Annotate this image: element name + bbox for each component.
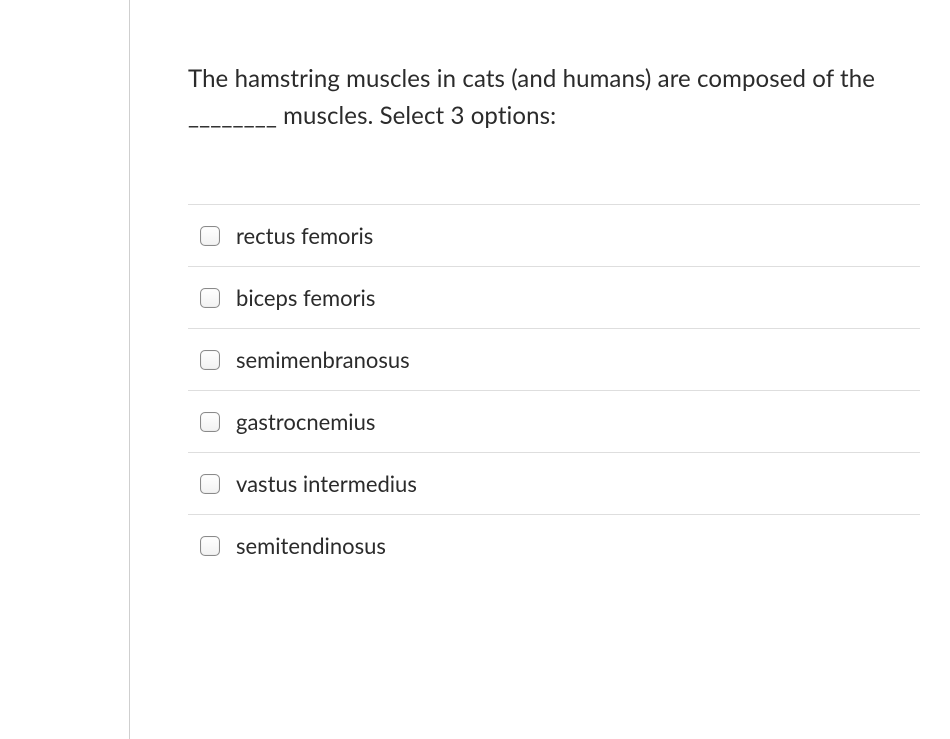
option-row[interactable]: gastrocnemius	[188, 390, 920, 452]
options-list: rectus femoris biceps femoris semimenbra…	[188, 204, 920, 576]
option-row[interactable]: semimenbranosus	[188, 328, 920, 390]
left-gutter	[0, 0, 130, 739]
checkbox-icon[interactable]	[200, 288, 220, 308]
option-label: gastrocnemius	[236, 408, 375, 435]
option-row[interactable]: biceps femoris	[188, 266, 920, 328]
option-label: rectus femoris	[236, 222, 373, 249]
checkbox-icon[interactable]	[200, 350, 220, 370]
question-text: The hamstring muscles in cats (and human…	[188, 60, 920, 134]
option-row[interactable]: rectus femoris	[188, 204, 920, 266]
option-label: biceps femoris	[236, 284, 375, 311]
question-page: The hamstring muscles in cats (and human…	[0, 0, 950, 739]
option-label: vastus intermedius	[236, 470, 417, 497]
question-content: The hamstring muscles in cats (and human…	[130, 0, 950, 739]
option-label: semimenbranosus	[236, 346, 410, 373]
checkbox-icon[interactable]	[200, 226, 220, 246]
option-row[interactable]: vastus intermedius	[188, 452, 920, 514]
checkbox-icon[interactable]	[200, 474, 220, 494]
checkbox-icon[interactable]	[200, 412, 220, 432]
option-row[interactable]: semitendinosus	[188, 514, 920, 576]
checkbox-icon[interactable]	[200, 536, 220, 556]
option-label: semitendinosus	[236, 532, 386, 559]
